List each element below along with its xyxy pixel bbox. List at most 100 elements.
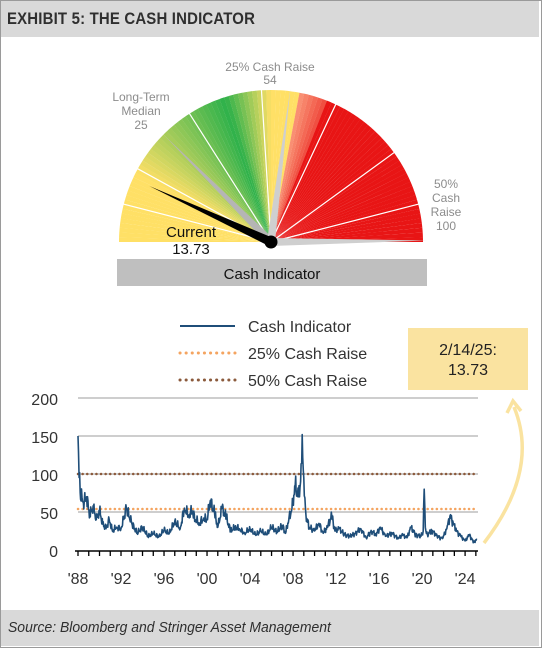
gauge-divider — [122, 203, 272, 243]
exhibit-footer: Source: Bloomberg and Stringer Asset Man… — [1, 610, 539, 646]
latest-value-callout: 2/14/25: 13.73 — [408, 328, 528, 545]
gauge-segment — [271, 131, 379, 242]
gauge-segment — [271, 124, 372, 242]
legend-label-25: 25% Cash Raise — [248, 346, 367, 363]
cash-raise-50-line2: Cash — [432, 191, 460, 205]
gauge-segment — [266, 90, 272, 242]
cash-raise-25-label: 25% Cash Raise — [225, 60, 315, 74]
gauge-segment — [193, 108, 271, 242]
gauge-segment — [120, 213, 271, 242]
gauge-segment — [271, 137, 386, 242]
callout-date: 2/14/25: — [439, 342, 497, 359]
gauge-segment — [228, 94, 271, 242]
gauge-bar-label: Cash Indicator — [224, 266, 321, 283]
gauge-segment — [174, 121, 271, 242]
source-note: Source: Bloomberg and Stringer Asset Man… — [8, 619, 331, 636]
gauge-segment — [215, 98, 271, 243]
gauge-label-bar — [117, 259, 427, 286]
gauge-segment — [271, 106, 345, 242]
x-tick-label: '08 — [283, 571, 304, 588]
gauge-segment — [224, 96, 271, 242]
gauge-segment — [123, 199, 271, 242]
exhibit-title: EXHIBIT 5: THE CASH INDICATOR — [7, 9, 256, 28]
chart-legend: Cash Indicator 25% Cash Raise 50% Cash R… — [178, 319, 367, 390]
gauge-segment — [271, 190, 416, 242]
gauge-segment — [181, 116, 271, 242]
gauge-segment — [271, 93, 309, 243]
gauge-segment — [271, 208, 421, 242]
callout-value: 13.73 — [448, 362, 488, 379]
callout-arrow — [482, 406, 524, 545]
current-value: 13.73 — [172, 241, 210, 258]
y-tick-label: 200 — [31, 392, 58, 409]
gauge-segment — [271, 168, 407, 242]
gauge-segment — [242, 91, 271, 242]
gauge-segment — [271, 195, 417, 242]
gauge-segment — [271, 160, 402, 242]
cash-raise-50-line1: 50% — [434, 177, 458, 191]
gauge-segment — [271, 172, 409, 242]
x-tick-label: '88 — [68, 571, 89, 588]
cash-gauge: 25% Cash Raise 54 Long-Term Median 25 50… — [112, 60, 462, 286]
gauge-segment — [271, 148, 395, 242]
x-tick-label: '96 — [154, 571, 175, 588]
gauge-segment — [271, 92, 305, 242]
gauge-segment — [140, 160, 271, 242]
gauge-segment — [271, 186, 415, 242]
gauge-segment — [271, 141, 389, 242]
gauge-segment — [271, 156, 400, 242]
gauge-segment — [271, 116, 361, 242]
current-label: Current — [166, 224, 217, 241]
gauge-segment — [121, 208, 271, 242]
gauge-segment — [271, 222, 423, 242]
gauge-segment — [271, 94, 314, 242]
gauge-segment — [210, 100, 271, 242]
median-marker — [164, 135, 274, 245]
series-lines — [77, 433, 478, 544]
gauge-segment — [145, 152, 271, 242]
gauge-divider — [270, 103, 337, 243]
gauge-segment — [271, 100, 332, 242]
chart-gridlines — [78, 397, 478, 513]
x-tick-label: '16 — [369, 571, 390, 588]
current-needle — [149, 185, 273, 247]
y-axis-tick-labels: 0 50 100 150 200 — [31, 392, 58, 561]
median-label-line1: Long-Term — [112, 90, 169, 104]
x-tick-label: '24 — [455, 571, 476, 588]
gauge-divider — [188, 112, 272, 243]
x-tick-label: '04 — [240, 571, 261, 588]
cash-raise-25-marker — [267, 89, 291, 243]
series-line-cash-indicator — [77, 433, 478, 544]
gauge-segment — [177, 118, 271, 242]
gauge-segment — [185, 113, 271, 242]
gauge-divider — [270, 203, 420, 243]
gauge-divider — [260, 89, 272, 243]
gauge-segments — [114, 89, 428, 246]
y-tick-label: 150 — [31, 430, 58, 447]
reference-lines — [76, 472, 480, 511]
gauge-segment — [126, 190, 271, 242]
gauge-segment — [271, 164, 405, 242]
gauge-segment — [142, 156, 271, 242]
x-tick-label: '00 — [197, 571, 218, 588]
exhibit-header: EXHIBIT 5: THE CASH INDICATOR — [1, 1, 539, 37]
callout-arrowhead — [505, 397, 523, 414]
median-value: 25 — [134, 118, 148, 132]
x-tick-label: '92 — [111, 571, 132, 588]
cash-raise-50-line3: Raise — [431, 205, 462, 219]
cash-raise-25-value: 54 — [263, 73, 277, 87]
gauge-markers — [149, 89, 427, 249]
gauge-divider — [270, 151, 396, 243]
gauge-segment — [237, 92, 271, 242]
gauge-segment — [271, 199, 419, 242]
gauge-segment — [256, 90, 271, 242]
gauge-segment — [271, 127, 376, 242]
gauge-segment — [271, 96, 319, 242]
legend-label-cash-indicator: Cash Indicator — [248, 319, 352, 336]
gauge-segment — [271, 97, 323, 242]
gauge-segment — [247, 91, 271, 243]
gauge-segment — [206, 102, 271, 242]
y-tick-label: 100 — [31, 468, 58, 485]
cash-indicator-chart: 0 50 100 150 200 '88 '92 '96 '00 '04 '08 '12 '16 '20… — [31, 319, 528, 588]
gauge-segment — [271, 98, 328, 243]
